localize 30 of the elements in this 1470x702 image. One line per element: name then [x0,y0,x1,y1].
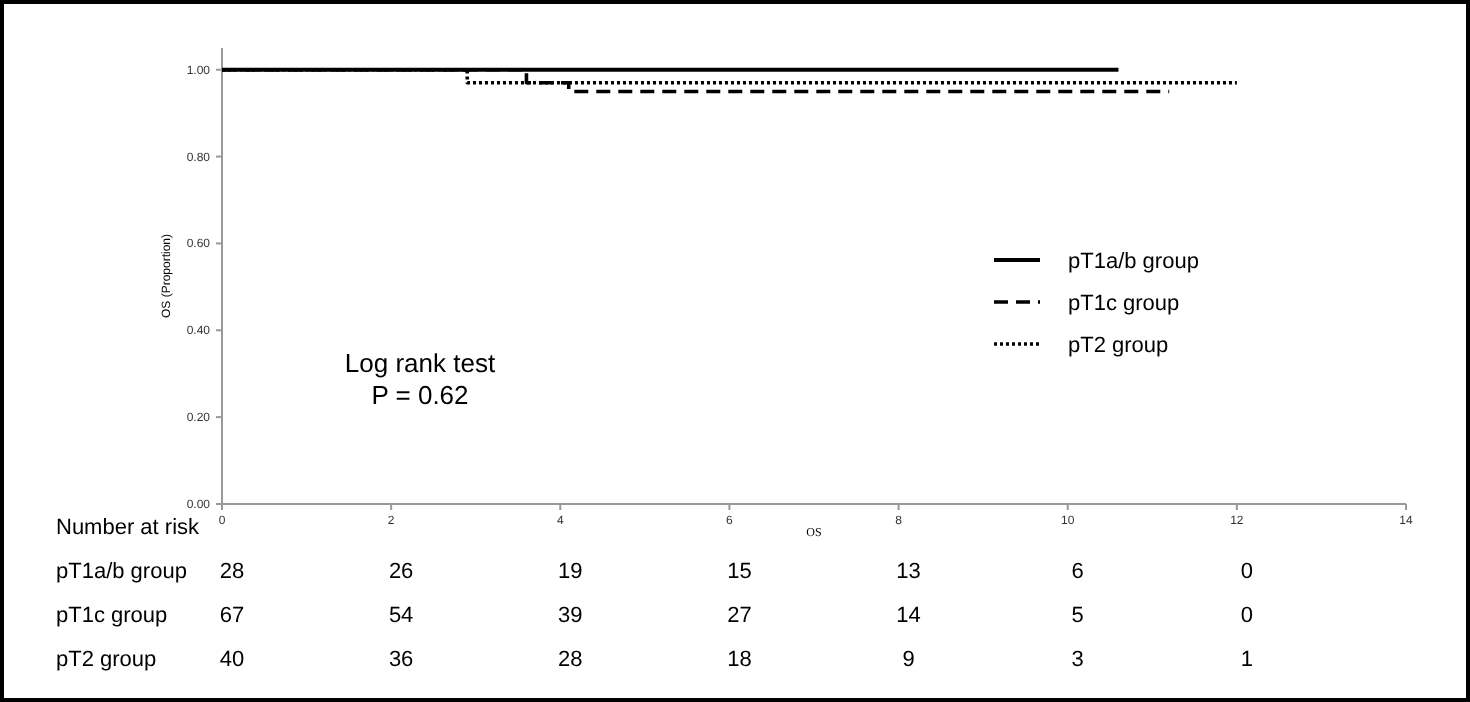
text: 0 [1240,560,1253,584]
text: 36 [388,648,414,672]
text: 67 [219,604,245,628]
text: 6 [1071,560,1084,584]
annotation: Log rank test [344,348,496,378]
text: 15 [727,560,752,584]
legend-label: pT1a/b group [1068,250,1199,274]
text: 14 [896,604,921,628]
text: 1 [1240,648,1253,672]
text: 26 [388,560,414,584]
text: 9 [902,648,915,672]
text: 3 [1071,648,1084,672]
text: 27 [727,604,752,628]
text: pT1c group [56,604,168,628]
text: 0 [1240,604,1253,628]
text: 18 [727,648,752,672]
text: 28 [219,560,245,584]
text: 28 [558,648,583,672]
annotation: P = 0.62 [371,380,469,410]
legend-label: pT1c group [1068,292,1180,316]
text: 40 [219,648,245,672]
text: Number at risk [56,516,201,540]
text: 54 [388,604,414,628]
text: pT2 group [56,648,157,672]
text: 5 [1071,604,1084,628]
text: 13 [896,560,921,584]
legend-label: pT2 group [1068,334,1169,358]
text: 39 [558,604,583,628]
text: 19 [558,560,583,584]
text: pT1a/b group [56,560,187,584]
